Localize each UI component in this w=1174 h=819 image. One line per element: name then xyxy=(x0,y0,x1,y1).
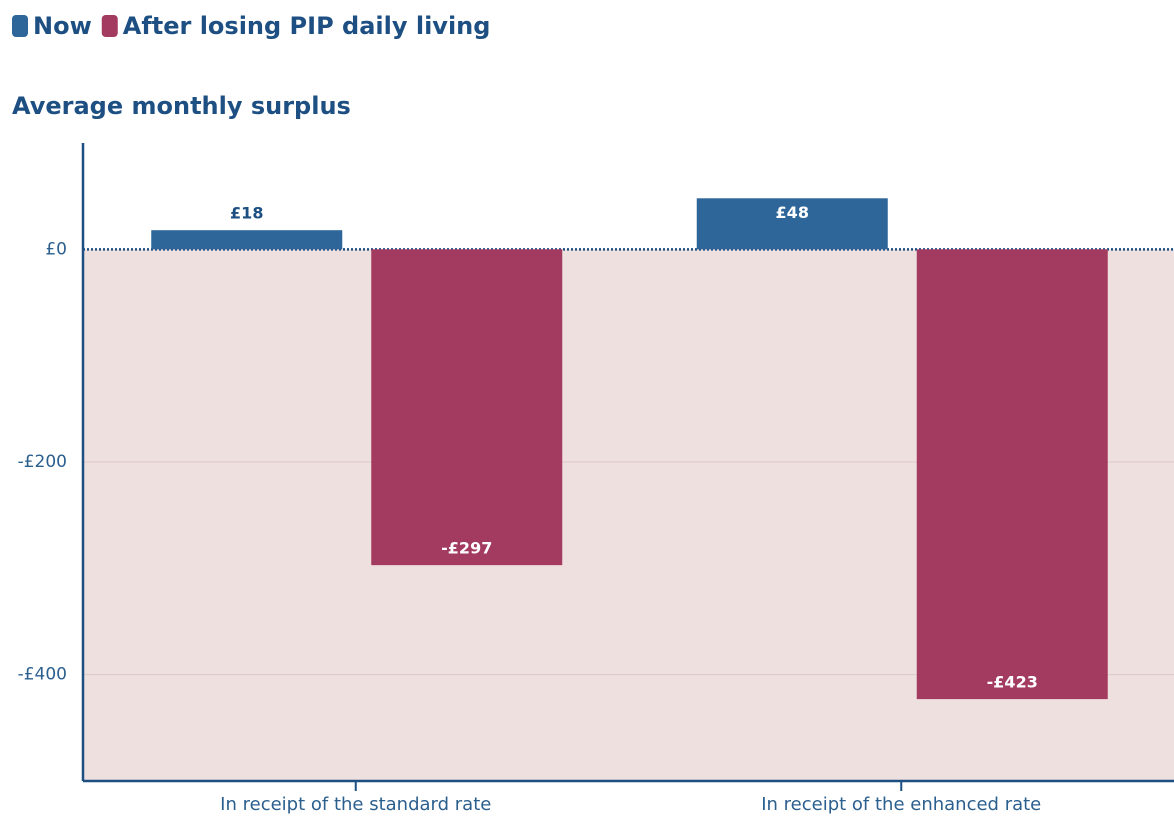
y-tick-label: -£400 xyxy=(18,665,67,685)
legend-label: Now xyxy=(33,12,92,40)
value-label: -£423 xyxy=(987,673,1038,692)
value-label: -£297 xyxy=(441,539,492,558)
value-label: £18 xyxy=(230,204,263,223)
y-tick-label: -£200 xyxy=(18,452,67,472)
legend-swatch xyxy=(12,15,28,37)
bar xyxy=(696,198,888,250)
bar xyxy=(916,249,1108,700)
value-label: £48 xyxy=(776,203,809,222)
legend-swatch xyxy=(101,15,118,37)
bar xyxy=(371,249,563,566)
x-tick-label: In receipt of the enhanced rate xyxy=(761,794,1041,815)
y-tick-label: £0 xyxy=(45,239,67,259)
bar xyxy=(151,230,343,250)
legend-label: After losing PIP daily living xyxy=(123,12,491,40)
chart-title: Average monthly surplus xyxy=(12,92,351,120)
x-tick-label: In receipt of the standard rate xyxy=(220,794,491,815)
